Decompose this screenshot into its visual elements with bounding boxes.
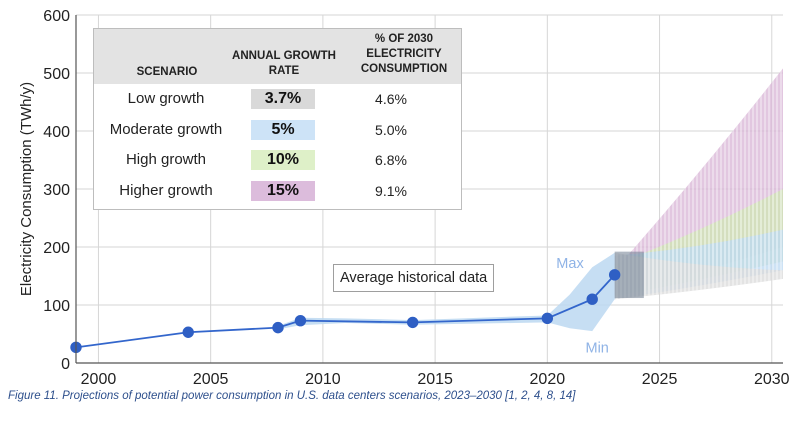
x-tick-label: 2025 <box>642 371 678 388</box>
x-tick-label: 2005 <box>193 371 229 388</box>
header-scenario: SCENARIO <box>136 66 198 78</box>
y-tick-label: 300 <box>43 182 70 199</box>
scenario-row-higher: Higher growth 15% 9.1% <box>94 177 461 207</box>
historical-point <box>182 326 194 338</box>
scenario-row-high: High growth 10% 6.8% <box>94 146 461 176</box>
historical-point <box>272 321 284 334</box>
y-tick-label: 0 <box>61 356 70 373</box>
scenario-name: Higher growth <box>119 182 213 199</box>
historical-point <box>294 314 307 327</box>
share-2030: 9.1% <box>375 183 407 199</box>
historical-point <box>608 269 621 281</box>
historical-point <box>586 293 598 305</box>
y-tick-label: 400 <box>43 124 70 141</box>
header-share-2030: % OF 2030 ELECTRICITY CONSUMPTION <box>360 33 448 75</box>
max-annotation: Max <box>556 256 584 272</box>
share-2030: 5.0% <box>375 122 407 138</box>
scenario-name: Low growth <box>127 90 205 107</box>
y-axis-title: Electricity Consumption (TWh/y) <box>18 82 35 296</box>
min-annotation: Min <box>585 341 608 357</box>
x-tick-label: 2020 <box>530 371 566 388</box>
growth-rate-chip: 3.7% <box>251 89 315 109</box>
y-tick-label: 100 <box>43 298 70 315</box>
x-tick-label: 2010 <box>305 371 341 388</box>
x-tick-label: 2030 <box>754 371 790 388</box>
y-tick-label: 600 <box>43 8 70 25</box>
historical-data-label: Average historical data <box>333 264 495 292</box>
growth-rate-chip: 5% <box>251 120 315 140</box>
scenario-table-header: SCENARIO ANNUAL GROWTH RATE % OF 2030 EL… <box>94 29 461 84</box>
header-growth-rate: ANNUAL GROWTH RATE <box>232 50 336 77</box>
figure-caption: Figure 11. Projections of potential powe… <box>8 390 576 402</box>
scenario-fan-stripes-1 <box>614 252 783 300</box>
share-2030: 6.8% <box>375 152 407 168</box>
historical-range-band <box>278 252 615 332</box>
scenario-row-moderate: Moderate growth 5% 5.0% <box>94 116 461 146</box>
historical-line <box>75 274 616 349</box>
growth-rate-chip: 15% <box>251 181 315 201</box>
historical-point <box>541 312 554 325</box>
scenario-name: Moderate growth <box>109 121 223 138</box>
x-tick-label: 2000 <box>81 371 117 388</box>
scenario-name: High growth <box>125 151 207 168</box>
share-2030: 4.6% <box>375 91 407 107</box>
y-tick-label: 200 <box>43 240 70 257</box>
y-tick-label: 500 <box>43 66 70 83</box>
consumption-chart: 0 100 200 300 400 500 600 2000 2005 2010 2015 2020 2… <box>18 8 790 388</box>
historical-point <box>406 316 419 329</box>
growth-rate-chip: 10% <box>251 150 315 170</box>
scenario-row-low: Low growth 3.7% 4.6% <box>94 85 461 115</box>
scenario-table: SCENARIO ANNUAL GROWTH RATE % OF 2030 EL… <box>93 28 462 210</box>
x-tick-label: 2015 <box>417 371 453 388</box>
